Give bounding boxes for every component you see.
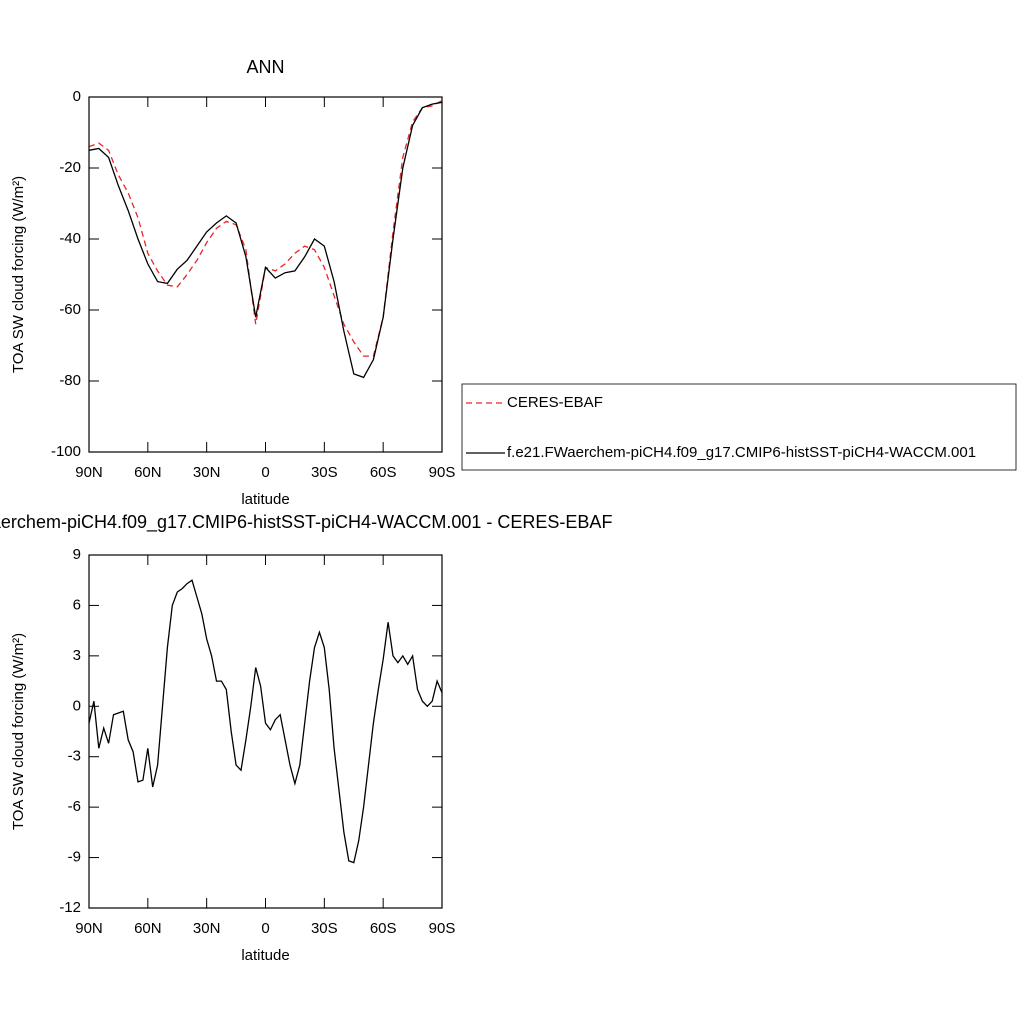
y-tick-label: -40 bbox=[59, 230, 81, 247]
y-tick-label: -20 bbox=[59, 159, 81, 176]
x-tick-label: 60S bbox=[370, 920, 397, 937]
x-tick-label: 60N bbox=[134, 920, 162, 937]
x-tick-label: 90S bbox=[429, 464, 456, 481]
y-tick-label: -3 bbox=[68, 748, 81, 765]
x-tick-label: 90S bbox=[429, 920, 456, 937]
y-tick-label: -100 bbox=[51, 443, 81, 460]
x-tick-label: 60N bbox=[134, 464, 162, 481]
x-tick-label: 30S bbox=[311, 464, 338, 481]
data-line bbox=[88, 100, 443, 357]
chart-title: f.e21.FWaerchem-piCH4.f09_g17.CMIP6-hist… bbox=[0, 512, 612, 533]
legend: CERES-EBAF f.e21.FWaerchem-piCH4.f09_g17.… bbox=[461, 383, 1017, 471]
x-axis-label: latitude bbox=[241, 947, 289, 964]
y-tick-label: -9 bbox=[68, 849, 81, 866]
x-tick-label: 0 bbox=[261, 464, 269, 481]
data-line bbox=[88, 579, 443, 864]
y-tick-label: -6 bbox=[68, 798, 81, 815]
legend-label: f.e21.FWaerchem-piCH4.f09_g17.CMIP6-hist… bbox=[507, 444, 976, 461]
y-axis-label: TOA SW cloud forcing (W/m²) bbox=[10, 176, 27, 373]
y-tick-label: 3 bbox=[73, 647, 81, 664]
chart-title: ANN bbox=[246, 57, 284, 77]
y-axis-label: TOA SW cloud forcing (W/m²) bbox=[10, 633, 27, 830]
y-tick-label: -80 bbox=[59, 372, 81, 389]
x-tick-label: 0 bbox=[261, 920, 269, 937]
x-tick-label: 30S bbox=[311, 920, 338, 937]
x-tick-label: 90N bbox=[75, 464, 103, 481]
y-tick-label: -60 bbox=[59, 301, 81, 318]
plot-frame bbox=[88, 554, 443, 909]
x-tick-label: 30N bbox=[193, 464, 221, 481]
legend-box bbox=[461, 383, 1017, 471]
x-tick-label: 90N bbox=[75, 920, 103, 937]
x-tick-label: 60S bbox=[370, 464, 397, 481]
x-tick-label: 30N bbox=[193, 920, 221, 937]
y-tick-label: 0 bbox=[73, 88, 81, 105]
plot-frame bbox=[88, 96, 443, 453]
x-axis-label: latitude bbox=[241, 491, 289, 508]
y-tick-label: 9 bbox=[73, 546, 81, 563]
data-line bbox=[88, 101, 443, 379]
y-tick-label: 0 bbox=[73, 697, 81, 714]
legend-label: CERES-EBAF bbox=[507, 394, 603, 411]
y-tick-label: -12 bbox=[59, 899, 81, 916]
y-tick-label: 6 bbox=[73, 596, 81, 613]
